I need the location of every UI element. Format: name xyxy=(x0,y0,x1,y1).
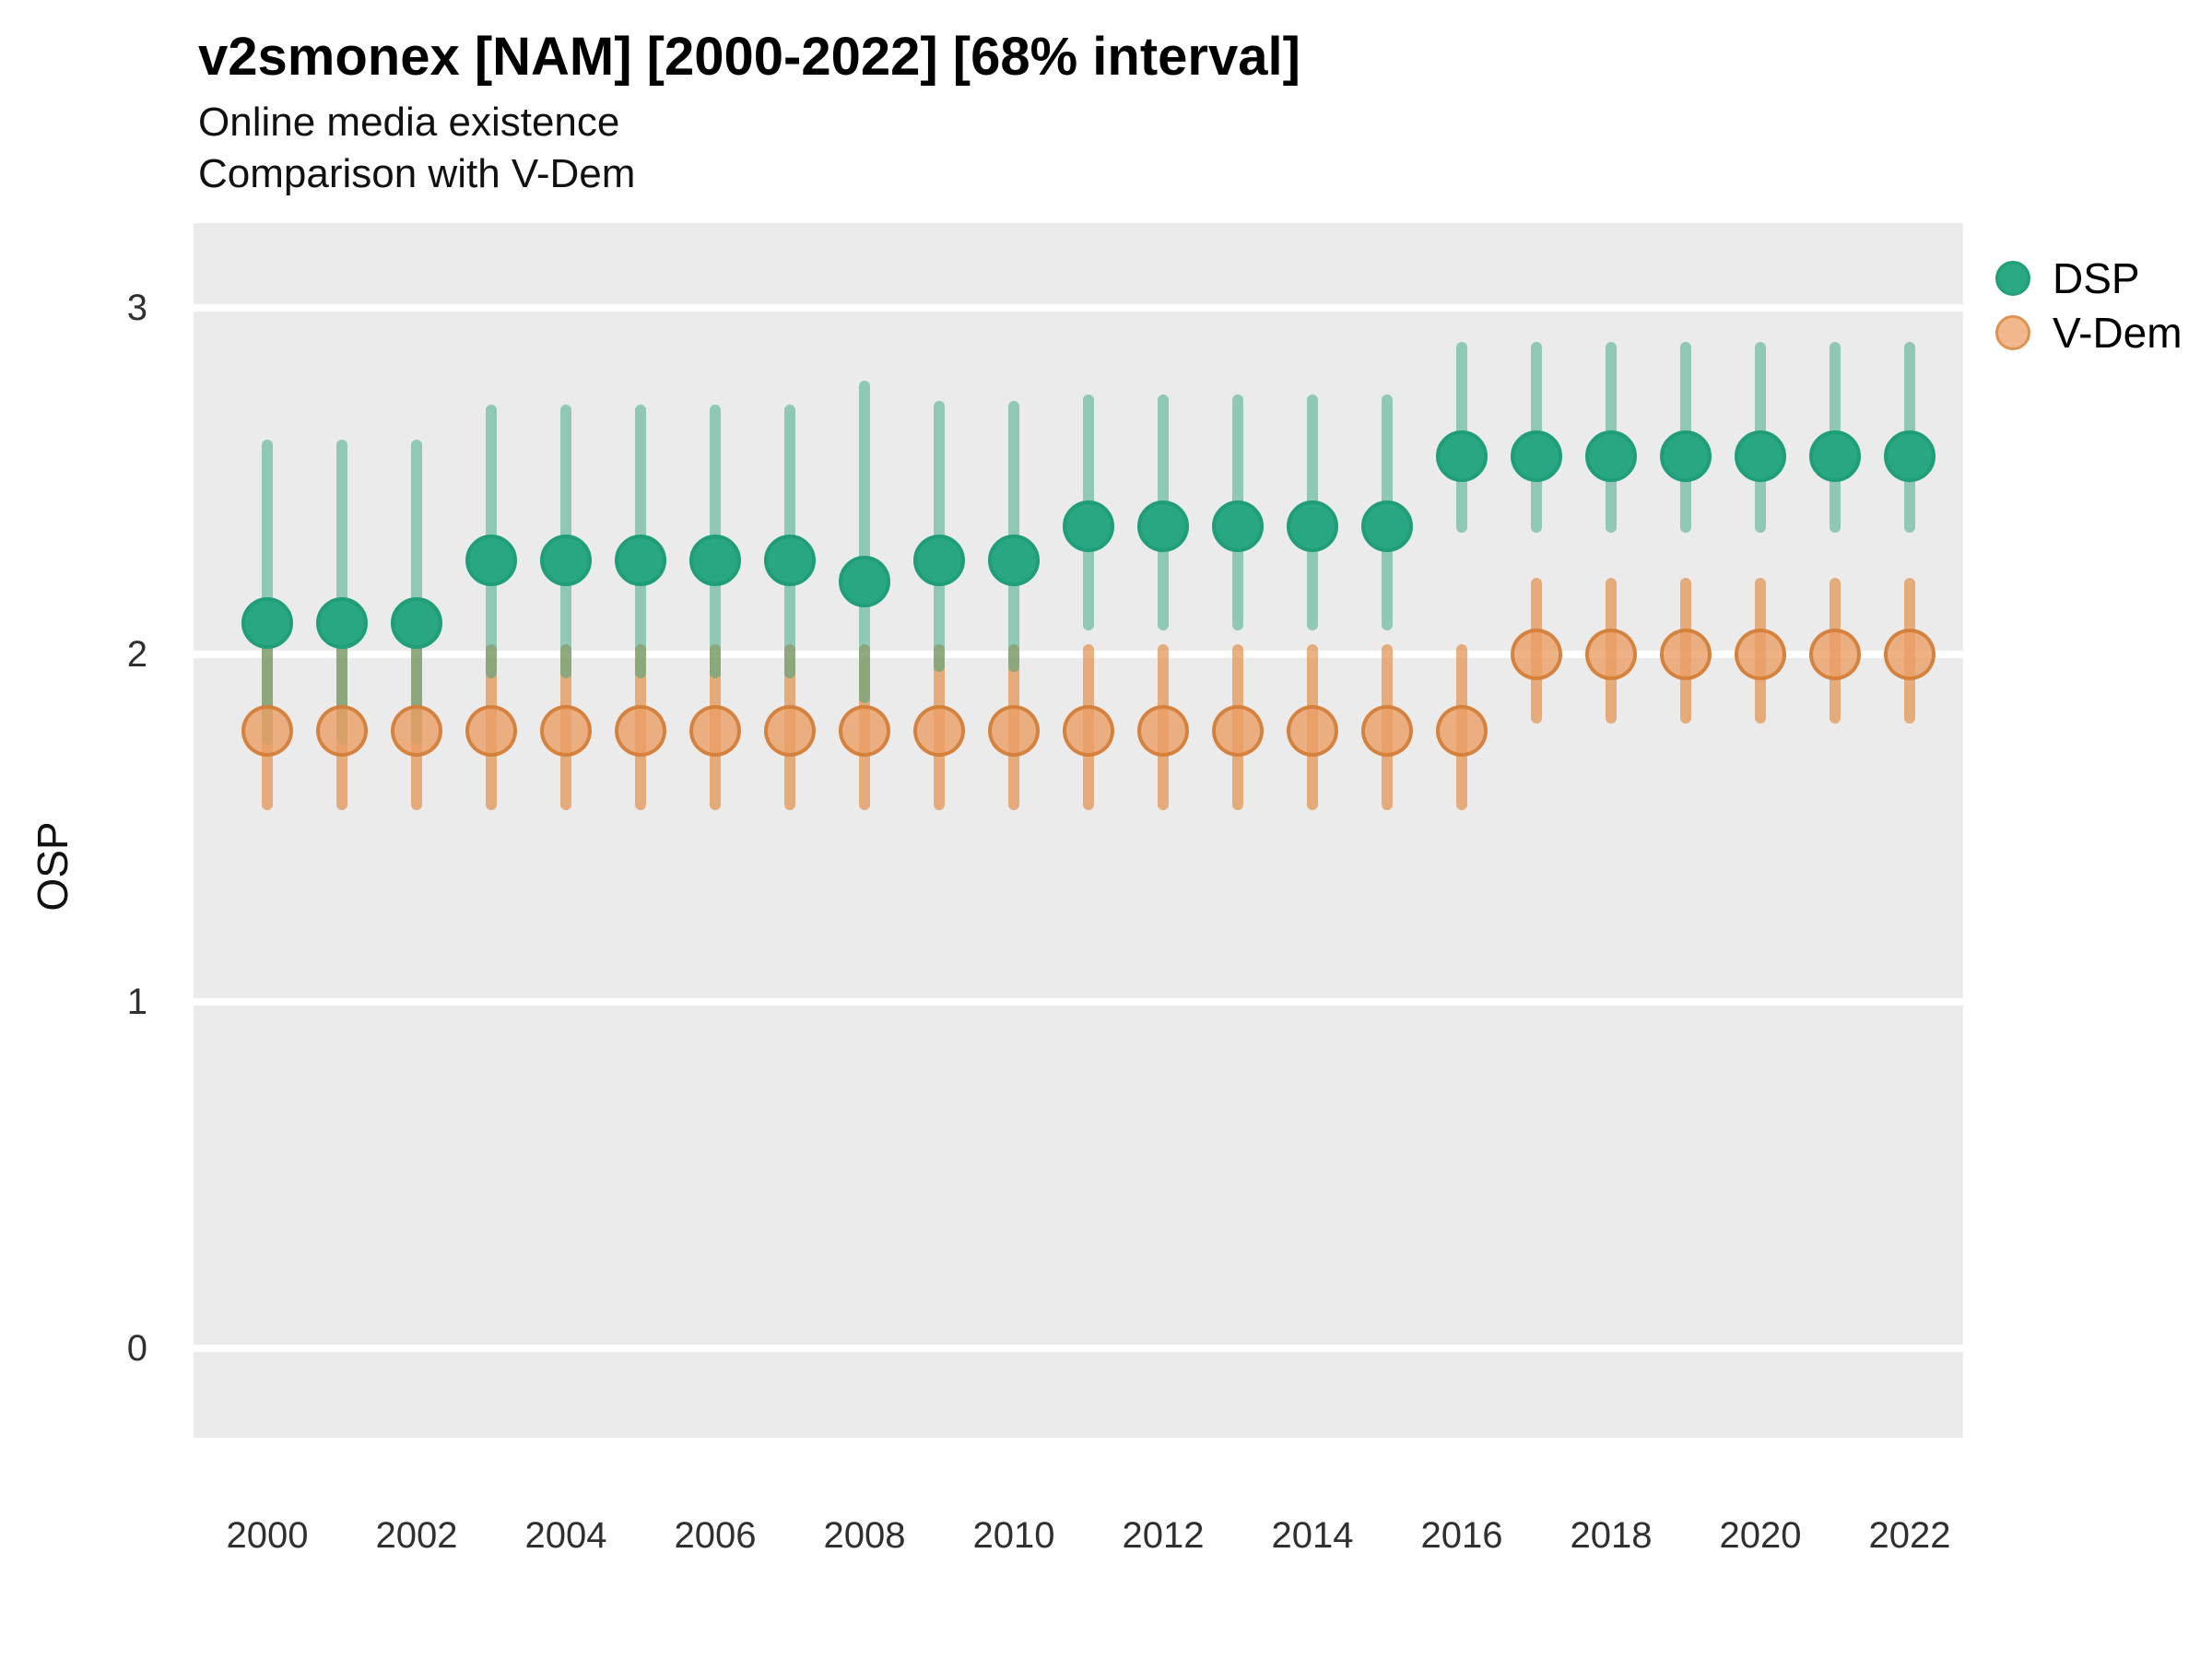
dsp-point xyxy=(241,597,293,650)
y-tick-label-2: 2 xyxy=(126,634,147,675)
vdem-point xyxy=(1735,629,1786,680)
x-tick-label-2008: 2008 xyxy=(823,1515,906,1556)
gridline-y-3 xyxy=(194,303,1963,312)
x-tick-label-2014: 2014 xyxy=(1271,1515,1354,1556)
dsp-point xyxy=(391,597,442,650)
dsp-point xyxy=(1287,500,1338,552)
vdem-point xyxy=(1287,704,1338,757)
dsp-point xyxy=(540,535,592,587)
y-tick-label-1: 1 xyxy=(126,981,147,1022)
dsp-point xyxy=(1511,430,1562,483)
vdem-point xyxy=(241,704,293,757)
vdem-point xyxy=(316,704,368,757)
dsp-point xyxy=(316,597,368,650)
dsp-point xyxy=(1212,500,1264,552)
legend-v-dem-label: V-Dem xyxy=(2053,308,2183,357)
x-tick-label-2022: 2022 xyxy=(1868,1515,1951,1556)
gridline-y-2 xyxy=(194,651,1963,658)
legend: DSP V-Dem xyxy=(1977,251,2183,359)
dsp-point xyxy=(1585,430,1637,483)
dsp-point xyxy=(1361,500,1413,552)
dsp-point xyxy=(913,535,965,587)
y-tick-label-0: 0 xyxy=(126,1328,147,1369)
vdem-point xyxy=(391,704,442,757)
x-tick-label-2004: 2004 xyxy=(524,1515,607,1556)
dsp-point xyxy=(1884,430,1936,483)
dsp-point xyxy=(1660,430,1712,483)
dsp-point xyxy=(465,535,517,587)
vdem-point xyxy=(1660,629,1712,680)
dsp-point xyxy=(1735,430,1786,483)
dsp-interval-bar xyxy=(411,439,422,745)
x-tick-label-2010: 2010 xyxy=(972,1515,1055,1556)
vdem-point xyxy=(988,704,1040,757)
plot-panel xyxy=(194,223,1963,1438)
vdem-point xyxy=(1436,704,1488,757)
vdem-point xyxy=(465,704,517,757)
dsp-point xyxy=(615,535,666,587)
legend-dsp-label: DSP xyxy=(2053,253,2140,302)
chart-subtitle-line1: Online media existence xyxy=(198,100,620,145)
dsp-point xyxy=(988,535,1040,587)
dsp-interval-bar xyxy=(859,380,870,703)
vdem-point xyxy=(1212,704,1264,757)
legend-entry-dsp: DSP xyxy=(1977,251,2183,305)
vdem-point xyxy=(689,704,741,757)
gridline-y-0 xyxy=(194,1345,1963,1352)
chart-title: v2smonex [NAM] [2000-2022] [68% interval… xyxy=(198,27,1300,87)
vdem-point xyxy=(839,704,890,757)
x-tick-label-2006: 2006 xyxy=(674,1515,757,1556)
y-tick-label-3: 3 xyxy=(126,287,147,328)
dsp-point xyxy=(1436,430,1488,483)
vdem-point xyxy=(913,704,965,757)
x-tick-label-2016: 2016 xyxy=(1420,1515,1503,1556)
legend-dsp-dot xyxy=(1995,260,2030,296)
x-tick-label-2012: 2012 xyxy=(1122,1515,1205,1556)
vdem-point xyxy=(1585,629,1637,680)
dsp-interval-bar xyxy=(262,439,273,745)
vdem-point xyxy=(1809,629,1861,680)
x-tick-label-2000: 2000 xyxy=(226,1515,309,1556)
dsp-point xyxy=(1809,430,1861,483)
dsp-point xyxy=(1137,500,1189,552)
vdem-point xyxy=(764,704,816,757)
gridline-y-1 xyxy=(194,997,1963,1006)
chart-subtitle-line2: Comparison with V-Dem xyxy=(198,151,636,196)
vdem-point xyxy=(540,704,592,757)
legend-entry-v-dem: V-Dem xyxy=(1977,305,2183,359)
legend-v-dem-dot xyxy=(1995,314,2030,350)
dsp-point xyxy=(839,555,890,607)
dsp-interval-bar xyxy=(336,439,347,745)
vdem-point xyxy=(1137,704,1189,757)
vdem-point xyxy=(1361,704,1413,757)
vdem-point xyxy=(615,704,666,757)
dsp-point xyxy=(764,535,816,587)
x-tick-label-2018: 2018 xyxy=(1570,1515,1653,1556)
vdem-point xyxy=(1063,704,1114,757)
vdem-point xyxy=(1511,629,1562,680)
y-axis-title: OSP xyxy=(29,821,76,912)
dsp-point xyxy=(689,535,741,587)
x-tick-label-2020: 2020 xyxy=(1719,1515,1802,1556)
dsp-point xyxy=(1063,500,1114,552)
x-tick-label-2002: 2002 xyxy=(375,1515,458,1556)
vdem-point xyxy=(1884,629,1936,680)
